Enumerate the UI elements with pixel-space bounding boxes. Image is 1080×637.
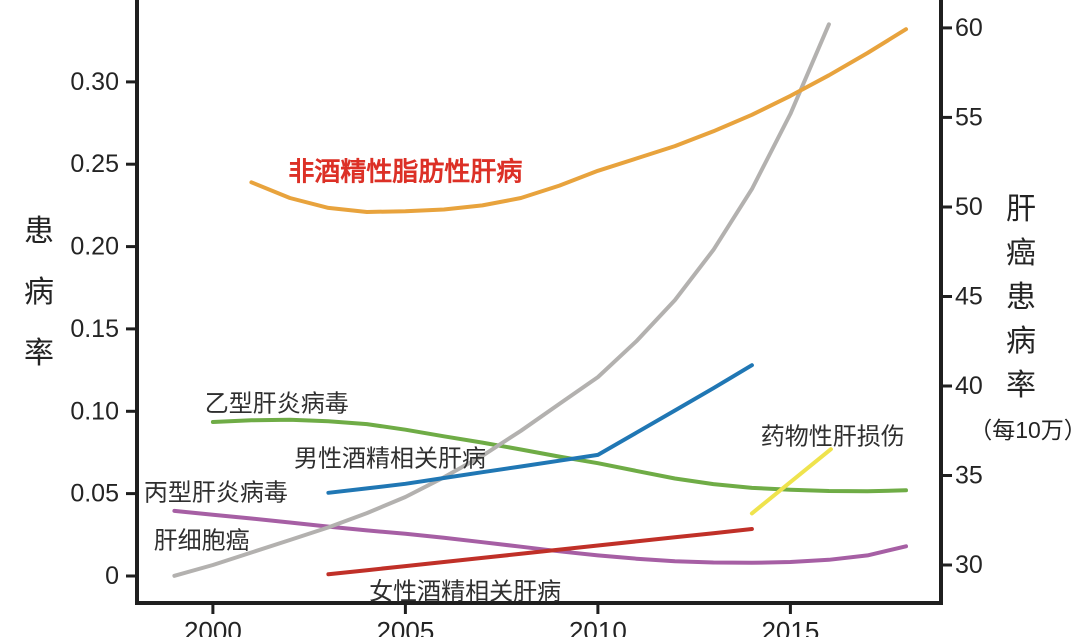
series-label-hbv: 乙型肝炎病毒 bbox=[204, 390, 349, 418]
y-left-tick-label: 0.15 bbox=[70, 315, 119, 343]
series-label-hcc: 肝细胞癌 bbox=[153, 527, 250, 555]
y-right-tick-label: 45 bbox=[955, 283, 983, 311]
y-left-tick-label: 0.10 bbox=[70, 397, 119, 425]
y-left-tick-label: 0.05 bbox=[70, 480, 119, 508]
axis-title-char: 病 bbox=[1006, 325, 1036, 358]
x-tick-label: 2015 bbox=[761, 616, 819, 637]
x-tick-label: 2000 bbox=[184, 616, 242, 637]
y-left-tick-label: 0 bbox=[105, 562, 119, 590]
y-right-tick-label: 40 bbox=[955, 372, 983, 400]
y-left-tick-label: 0.30 bbox=[70, 68, 119, 96]
axis-title-char: 患 bbox=[24, 215, 54, 248]
axis-title-char: 率 bbox=[24, 337, 54, 370]
y-right-tick-label: 35 bbox=[955, 462, 983, 490]
series-label-hcv: 丙型肝炎病毒 bbox=[143, 479, 288, 507]
series-label-female-ald: 女性酒精相关肝病 bbox=[369, 578, 562, 606]
y-left-axis-title: 患病率 bbox=[20, 201, 58, 384]
series-dili-line bbox=[749, 447, 833, 516]
series-female-ald-line bbox=[326, 527, 754, 577]
axis-title-char: 病 bbox=[24, 276, 54, 309]
axis-title-char: 患 bbox=[1006, 281, 1036, 314]
series-label-nafld: 非酒精性脂肪性肝病 bbox=[288, 156, 523, 187]
series-hcv-line bbox=[172, 508, 908, 565]
series-male-ald-line bbox=[326, 363, 754, 495]
axis-title-char: 癌 bbox=[1006, 237, 1036, 270]
y-right-axis-unit-label: （每10万） bbox=[969, 417, 1080, 443]
axis-title-char: 率 bbox=[1006, 369, 1036, 402]
y-right-tick-label: 60 bbox=[955, 14, 983, 42]
series-hbv-line bbox=[210, 417, 908, 494]
series-hcc-line bbox=[172, 22, 831, 578]
x-tick-label: 2010 bbox=[569, 616, 627, 637]
y-left-tick-label: 0.20 bbox=[70, 233, 119, 261]
series-label-male-ald: 男性酒精相关肝病 bbox=[294, 445, 486, 473]
x-tick-label: 2005 bbox=[376, 616, 434, 637]
series-nafld-line bbox=[249, 27, 908, 214]
series-label-dili: 药物性肝损伤 bbox=[760, 423, 905, 451]
y-right-axis-title: 肝癌患病率 bbox=[1002, 188, 1040, 408]
axis-title-char: 肝 bbox=[1006, 193, 1036, 226]
axis-spines bbox=[135, 0, 943, 605]
y-right-tick-label: 55 bbox=[955, 103, 983, 131]
y-right-tick-label: 50 bbox=[955, 193, 983, 221]
y-right-tick-label: 30 bbox=[955, 551, 983, 579]
y-left-tick-label: 0.25 bbox=[70, 150, 119, 178]
